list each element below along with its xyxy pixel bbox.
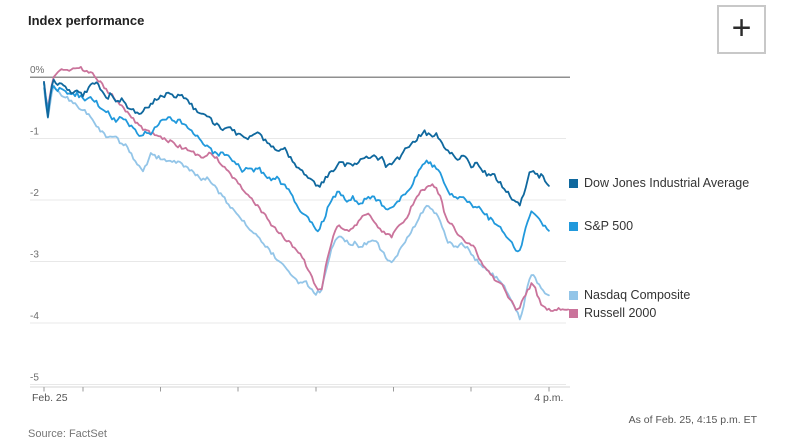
- y-axis-label: -2: [30, 188, 39, 199]
- legend-label: Nasdaq Composite: [584, 288, 691, 302]
- legend-label: S&P 500: [584, 219, 634, 233]
- line-djia: [43, 78, 550, 207]
- plus-icon: +: [731, 9, 752, 47]
- y-axis-label: -1: [30, 127, 39, 138]
- legend-swatch-icon: [569, 178, 578, 188]
- x-axis-start-label: Feb. 25: [32, 392, 68, 404]
- legend-item-nasdaq-composite: Nasdaq Composite: [569, 288, 690, 302]
- line-russell: [43, 66, 570, 312]
- legend-item-russell-2000: Russell 2000: [569, 306, 656, 320]
- as-of-timestamp: As of Feb. 25, 4:15 p.m. ET: [628, 414, 757, 426]
- page-title: Index performance: [28, 13, 145, 28]
- expand-button[interactable]: +: [717, 5, 766, 54]
- y-axis-label: -5: [30, 373, 39, 384]
- legend-swatch-icon: [569, 221, 578, 231]
- legend-swatch-icon: [569, 290, 578, 300]
- x-axis-end-label: 4 p.m.: [534, 392, 563, 404]
- y-axis-label: 0%: [30, 65, 45, 76]
- line-nasdaq: [43, 84, 550, 321]
- y-axis-label: -3: [30, 250, 39, 261]
- legend-item-s-p-500: S&P 500: [569, 219, 633, 233]
- legend-label: Dow Jones Industrial Average: [584, 176, 750, 190]
- source-note: Source: FactSet: [28, 428, 107, 440]
- line-sp500: [43, 82, 550, 253]
- legend-label: Russell 2000: [584, 306, 657, 320]
- legend-item-dow-jones-industrial-average: Dow Jones Industrial Average: [569, 176, 749, 190]
- y-axis-label: -4: [30, 311, 39, 322]
- legend-swatch-icon: [569, 308, 578, 318]
